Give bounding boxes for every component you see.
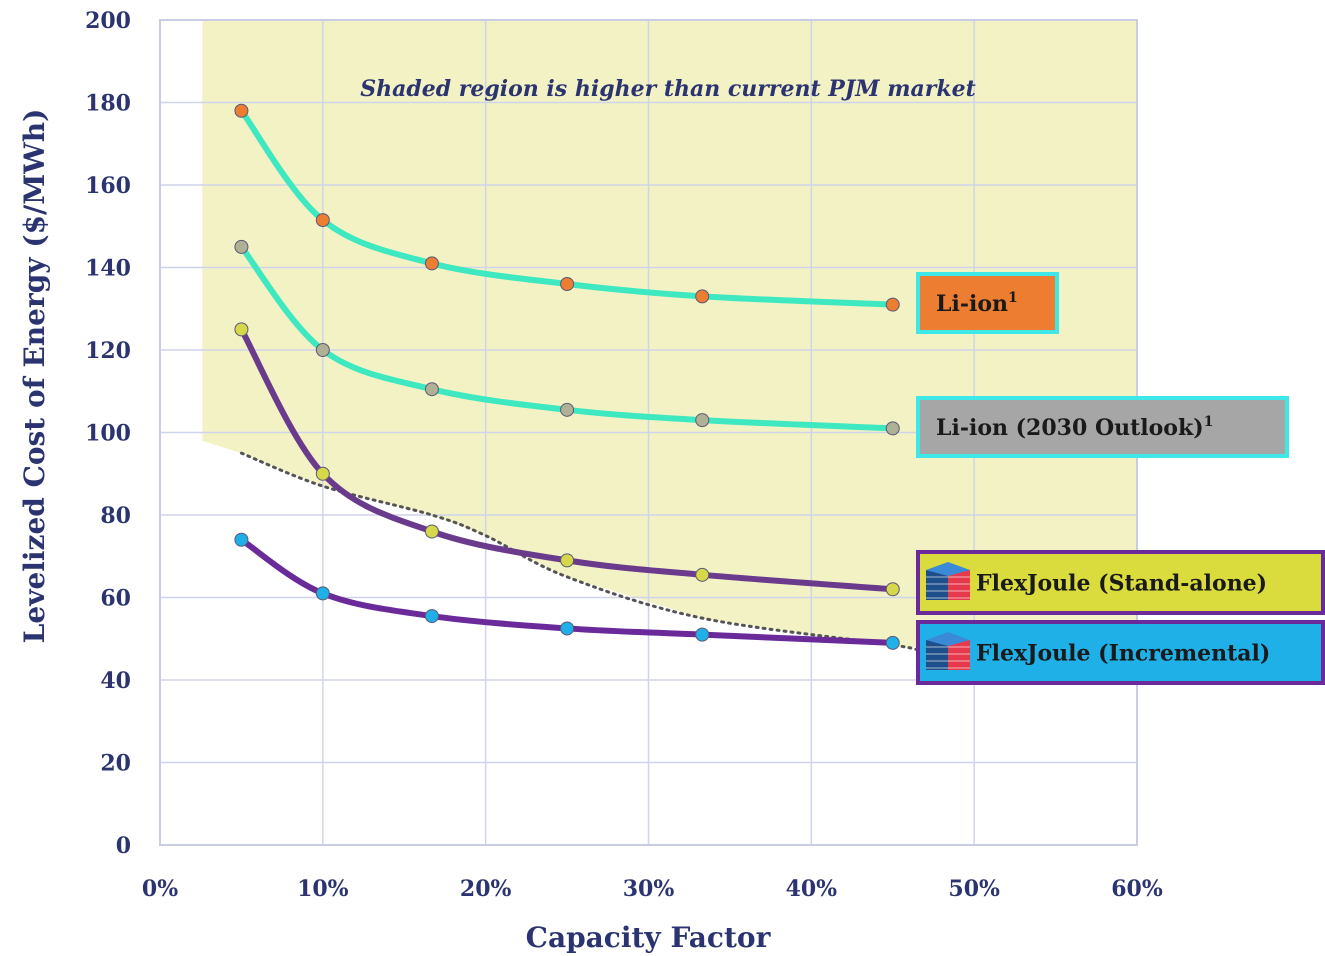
data-point [560, 553, 575, 568]
flexjoule-logo-icon [926, 632, 970, 670]
data-point [315, 343, 330, 357]
y-tick-label: 180 [85, 91, 131, 117]
data-point [424, 256, 439, 271]
data-point [234, 103, 249, 118]
data-point [885, 582, 900, 597]
shaded-region [202, 20, 1137, 647]
data-point [885, 297, 900, 312]
series-label-box [916, 396, 1289, 458]
y-tick-label: 0 [116, 833, 131, 859]
x-axis-title: Capacity Factor [526, 921, 772, 954]
series-label-text: Li-ion (2030 Outlook)1 [936, 414, 1213, 441]
flexjoule-logo-icon [926, 562, 970, 600]
x-axis-ticks: 0% 10% 20% 30% 40% 50% 60% [142, 876, 1163, 902]
data-point [234, 532, 249, 547]
data-point [424, 382, 439, 397]
series-label-text: Li-ion1 [936, 290, 1018, 317]
data-point [695, 413, 710, 428]
data-point [885, 635, 900, 650]
y-tick-label: 80 [100, 503, 131, 529]
data-point [695, 289, 710, 304]
x-tick-label: 30% [623, 876, 675, 902]
x-tick-label: 60% [1111, 876, 1163, 902]
data-point [695, 567, 710, 582]
y-tick-label: 140 [85, 256, 131, 282]
y-axis-ticks: 0 20 40 60 80 100 120 140 160 180 200 [85, 8, 131, 859]
data-point [560, 277, 575, 291]
y-tick-label: 160 [85, 173, 131, 199]
y-tick-label: 20 [100, 751, 131, 777]
data-point [315, 586, 330, 601]
series-line [238, 243, 896, 432]
series-label-box [916, 620, 1325, 685]
y-tick-label: 200 [85, 8, 131, 34]
series-label-box [916, 550, 1325, 615]
data-point [234, 322, 249, 337]
series-label-text: FlexJoule (Stand-alone) [976, 571, 1267, 597]
y-tick-label: 40 [100, 668, 131, 694]
x-tick-label: 40% [786, 876, 838, 902]
y-axis-title: Levelized Cost of Energy ($/MWh) [18, 109, 51, 644]
logo-top-face [926, 562, 970, 576]
series-line [238, 326, 896, 593]
series-layer [234, 103, 900, 650]
y-tick-label: 100 [85, 421, 131, 447]
y-tick-label: 120 [85, 338, 131, 364]
x-tick-label: 20% [460, 876, 512, 902]
data-point [560, 621, 575, 636]
data-point [885, 421, 900, 436]
shaded-region-layer [202, 20, 1137, 647]
x-tick-label: 50% [948, 876, 1000, 902]
data-point [234, 239, 249, 254]
series-label-text: FlexJoule (Incremental) [976, 641, 1270, 667]
data-point [315, 213, 330, 228]
data-point [424, 609, 439, 624]
data-point [695, 627, 710, 642]
logo-top-face [926, 632, 970, 646]
data-point [424, 524, 439, 539]
series-label-box [916, 272, 1059, 334]
data-point [315, 466, 330, 481]
x-tick-label: 10% [297, 876, 349, 902]
x-tick-label: 0% [142, 876, 178, 902]
data-point [560, 402, 575, 417]
y-tick-label: 60 [100, 586, 131, 612]
shaded-region-annotation: Shaded region is higher than current PJM… [360, 76, 976, 102]
series-line [238, 107, 896, 308]
series-labels: Li-ion1 Li-ion (2030 Outlook)1 FlexJoule (… [916, 272, 1325, 685]
